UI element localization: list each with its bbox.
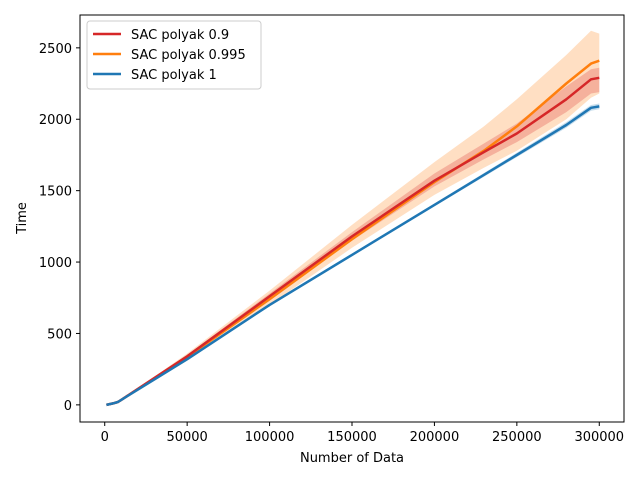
y-tick-label: 2000 <box>39 113 72 128</box>
x-tick-label: 0 <box>101 430 109 445</box>
series-lines <box>106 59 600 407</box>
legend-label-polyak-0-995: SAC polyak 0.995 <box>131 48 246 63</box>
y-axis-ticks: 0 500 1000 1500 2000 2500 <box>39 42 80 414</box>
line-sac-polyak-1 <box>106 105 600 407</box>
legend-box <box>86 20 262 90</box>
y-tick-label: 500 <box>47 327 72 342</box>
y-tick-label: 1000 <box>39 256 72 271</box>
y-tick-label: 1500 <box>39 185 72 200</box>
y-tick-label: 2500 <box>39 42 72 57</box>
x-tick-label: 150000 <box>327 430 377 445</box>
y-tick-label: 0 <box>64 399 72 414</box>
x-axis-label: Number of Data <box>300 451 404 466</box>
legend: SAC polyak 0.9 SAC polyak 0.995 SAC poly… <box>86 20 262 90</box>
legend-label-polyak-1: SAC polyak 1 <box>131 68 217 83</box>
x-tick-label: 250000 <box>492 430 542 445</box>
x-tick-label: 50000 <box>166 430 207 445</box>
legend-label-polyak-0-9: SAC polyak 0.9 <box>131 28 229 43</box>
x-tick-label: 100000 <box>245 430 295 445</box>
x-axis-ticks: 0 50000 100000 150000 200000 250000 300000 <box>101 422 624 445</box>
x-tick-label: 200000 <box>410 430 460 445</box>
x-tick-label: 300000 <box>574 430 624 445</box>
y-axis-label: Time <box>15 202 30 235</box>
